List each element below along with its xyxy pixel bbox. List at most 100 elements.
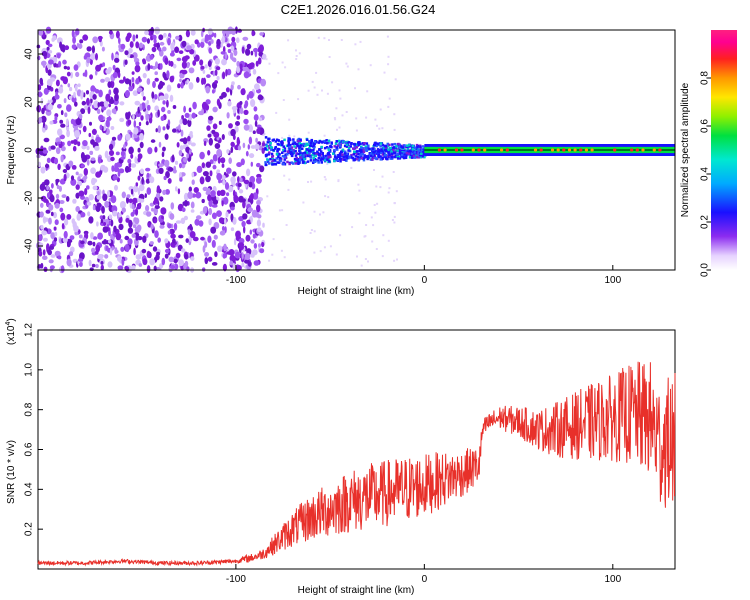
transition-cell <box>276 147 280 151</box>
spectrogram-dot <box>38 250 43 257</box>
spectrogram-dot <box>65 196 70 202</box>
spectrogram-dot <box>79 262 83 267</box>
spectrogram-dot <box>252 130 256 134</box>
spectrogram-dot <box>59 41 63 49</box>
spectrogram-faint-dot <box>313 251 316 254</box>
transition-cell <box>411 148 414 151</box>
spectrogram-dot <box>230 206 235 211</box>
tone-peak-dot <box>630 148 634 152</box>
spectrogram-dot <box>90 139 95 145</box>
spectrogram-dot <box>82 101 87 105</box>
spectrogram-dot <box>86 159 90 166</box>
transition-cell <box>416 145 419 149</box>
spectrogram-dot <box>137 156 141 163</box>
spectrogram-faint-dot <box>322 211 325 214</box>
transition-cell <box>363 148 366 152</box>
spectrogram-faint-dot <box>373 169 375 171</box>
spectrogram-dot <box>135 41 140 49</box>
transition-cell <box>334 142 338 146</box>
spectrogram-dot <box>257 57 262 65</box>
spectrogram-dot <box>157 109 160 118</box>
transition-cell <box>350 153 353 157</box>
transition-cell <box>347 141 351 144</box>
spectrogram-dot <box>178 149 183 156</box>
spectrogram-dot <box>127 227 134 234</box>
transition-cell <box>339 143 343 146</box>
transition-cell <box>275 152 279 156</box>
spectrogram-faint-dot <box>360 264 363 267</box>
spectrogram-dot <box>176 142 180 148</box>
transition-cell <box>360 146 364 150</box>
spectrogram-dot <box>152 34 157 40</box>
spectrogram-dot <box>146 100 149 105</box>
spectrogram-dot <box>91 247 96 253</box>
spectrogram-dot <box>221 200 224 207</box>
spectrogram-dot <box>202 186 208 192</box>
snr-ytick-label: 0.6 <box>24 442 35 456</box>
spectrogram-dot <box>79 252 85 260</box>
transition-cell <box>264 161 267 164</box>
transition-cell <box>265 145 269 148</box>
transition-cell <box>322 155 325 158</box>
spectrogram-dot <box>108 99 115 105</box>
snr-xtick-label: -100 <box>226 574 246 585</box>
transition-cell <box>333 155 337 158</box>
spectrogram-faint-dot <box>393 113 396 116</box>
spectrogram-dot <box>230 45 234 51</box>
tone-peak-dot <box>652 148 656 152</box>
spectrogram-dot <box>147 63 151 71</box>
spectrogram-dot <box>158 95 165 101</box>
transition-cell <box>299 145 302 148</box>
spectrogram-dot <box>72 198 77 204</box>
spectrogram-faint-dot <box>283 174 286 177</box>
transition-cell <box>324 141 327 144</box>
spectrogram-dot <box>192 60 197 66</box>
spectrogram-dot <box>139 168 145 175</box>
transition-cell <box>388 153 391 157</box>
transition-cell <box>318 140 321 143</box>
transition-cell <box>344 150 347 153</box>
transition-cell <box>305 142 308 146</box>
spectrogram-dot <box>222 253 226 259</box>
spectrogram-dot <box>178 50 184 54</box>
spectrogram-dot <box>253 114 259 121</box>
spectrogram-dot <box>236 162 243 168</box>
transition-cell <box>345 157 349 160</box>
spectrogram-dot <box>47 43 53 48</box>
spectrogram-dot <box>58 185 63 192</box>
spectrogram-dot <box>110 219 114 227</box>
transition-cell <box>421 145 425 148</box>
transition-cell <box>291 152 294 155</box>
transition-cell <box>310 139 314 142</box>
transition-cell <box>383 148 387 152</box>
spectrogram-dot <box>134 208 139 216</box>
transition-cell <box>321 152 324 155</box>
spectrogram-dot <box>131 77 135 83</box>
spectrogram-faint-dot <box>268 259 271 262</box>
spectrogram-dot <box>97 232 103 240</box>
spectrogram-dot <box>233 49 238 56</box>
spectrogram-faint-dot <box>310 180 313 183</box>
spectrogram-dot <box>167 37 171 46</box>
spectrogram-dot <box>145 178 150 184</box>
spectrogram-dot <box>49 120 54 125</box>
transition-cell <box>320 145 323 149</box>
spectrogram-dot <box>102 62 106 67</box>
spectrogram-dot <box>56 53 61 59</box>
spectrogram-faint-dot <box>288 118 291 121</box>
spectrogram-dot <box>146 211 152 217</box>
spectrogram-dot <box>164 248 170 254</box>
spectrogram-dot <box>130 153 134 159</box>
transition-cell <box>419 155 422 159</box>
transition-cell <box>273 147 277 150</box>
transition-cell <box>293 145 296 148</box>
transition-cell <box>308 149 311 153</box>
transition-cell <box>343 158 346 161</box>
spectrogram-dot <box>130 163 137 168</box>
spectrogram-dot <box>246 43 252 50</box>
spectrogram-faint-dot <box>341 114 344 117</box>
spectrogram-dot <box>37 161 42 168</box>
transition-cell <box>389 157 392 160</box>
tone-peak-dot <box>635 148 639 152</box>
spectrogram-dot <box>134 217 140 225</box>
